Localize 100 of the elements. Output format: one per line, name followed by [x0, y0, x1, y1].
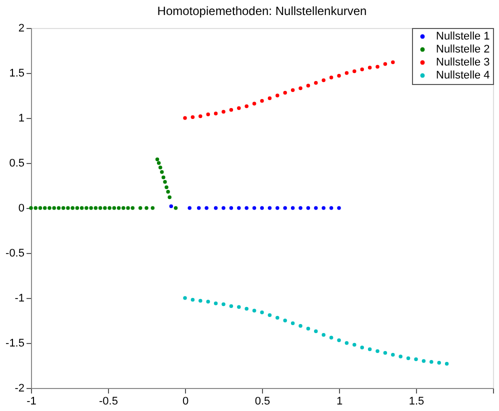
x-tick-label: -0.5 — [99, 396, 118, 408]
chart-title: Homotopiemethoden: Nullstellenkurven — [157, 4, 367, 18]
y-tick-label: 0 — [18, 202, 24, 214]
legend-label: Nullstelle 2 — [436, 44, 490, 56]
point — [352, 342, 356, 347]
point — [368, 66, 372, 70]
point — [422, 359, 426, 363]
point — [283, 318, 287, 322]
point — [156, 161, 161, 165]
y-tick-label: -1 — [14, 292, 24, 304]
point — [229, 304, 234, 308]
point — [337, 338, 341, 342]
point — [174, 206, 178, 210]
point — [368, 347, 372, 352]
point — [84, 206, 88, 210]
point — [329, 76, 334, 80]
point — [103, 206, 107, 210]
y-tick-label: 1.5 — [9, 68, 24, 80]
point — [198, 298, 202, 303]
point — [126, 206, 130, 210]
point — [138, 206, 142, 210]
point — [252, 206, 256, 210]
point — [29, 206, 33, 210]
point — [290, 88, 295, 92]
point — [70, 206, 74, 210]
point — [244, 306, 248, 311]
x-tick-label: 0 — [182, 396, 189, 408]
x-tick-label: 1.5 — [408, 396, 424, 408]
point — [206, 112, 210, 116]
point — [204, 206, 208, 210]
point — [222, 110, 226, 114]
point — [268, 313, 272, 317]
legend-label: Nullstelle 1 — [436, 30, 490, 42]
point — [283, 206, 287, 210]
point — [306, 84, 310, 88]
point — [329, 336, 334, 340]
point — [322, 333, 326, 337]
point — [162, 176, 166, 180]
point — [268, 96, 272, 100]
point — [42, 206, 47, 210]
point — [360, 68, 364, 72]
point — [150, 206, 155, 210]
point — [188, 206, 192, 210]
point — [183, 116, 187, 120]
y-tick-label: 1 — [18, 112, 24, 124]
y-tick-label: 0.5 — [9, 158, 24, 170]
point — [276, 94, 280, 98]
y-tick-label: -1.5 — [6, 338, 24, 350]
point — [298, 206, 302, 210]
point — [198, 114, 202, 118]
point — [144, 206, 148, 210]
point — [430, 360, 434, 364]
point — [164, 185, 168, 190]
point — [360, 346, 364, 350]
point — [196, 206, 201, 210]
point — [337, 206, 341, 210]
point — [122, 206, 126, 210]
point — [166, 190, 170, 194]
point — [214, 112, 218, 116]
point — [290, 206, 295, 210]
point — [222, 302, 226, 306]
point — [414, 357, 418, 362]
point — [80, 206, 84, 210]
point — [437, 360, 441, 365]
point — [116, 206, 121, 210]
point — [344, 341, 349, 345]
point — [260, 206, 264, 210]
point — [276, 206, 280, 210]
point — [376, 349, 380, 353]
point — [298, 324, 302, 328]
point — [38, 206, 42, 210]
point — [252, 308, 256, 312]
point — [56, 206, 61, 210]
point — [337, 74, 341, 78]
x-tick-label: 1 — [336, 396, 343, 408]
point — [229, 206, 234, 210]
point — [66, 206, 70, 210]
point — [214, 302, 218, 306]
legend-label: Nullstelle 3 — [436, 56, 490, 68]
point — [391, 352, 395, 357]
point — [190, 298, 195, 302]
point — [155, 158, 160, 162]
point — [160, 170, 164, 174]
point — [383, 351, 388, 355]
y-tick-label: -2 — [14, 382, 24, 394]
point — [52, 206, 56, 210]
point — [94, 206, 98, 210]
y-tick-label: 2 — [18, 22, 24, 34]
point — [206, 300, 210, 304]
point — [329, 206, 334, 210]
point — [163, 180, 167, 184]
x-tick-label: -1 — [26, 396, 36, 408]
point — [306, 206, 310, 210]
y-tick-label: -0.5 — [6, 248, 24, 260]
point — [260, 99, 264, 103]
point — [444, 362, 449, 366]
point — [298, 86, 302, 90]
point — [276, 316, 280, 320]
point — [222, 206, 226, 210]
point — [237, 206, 241, 210]
